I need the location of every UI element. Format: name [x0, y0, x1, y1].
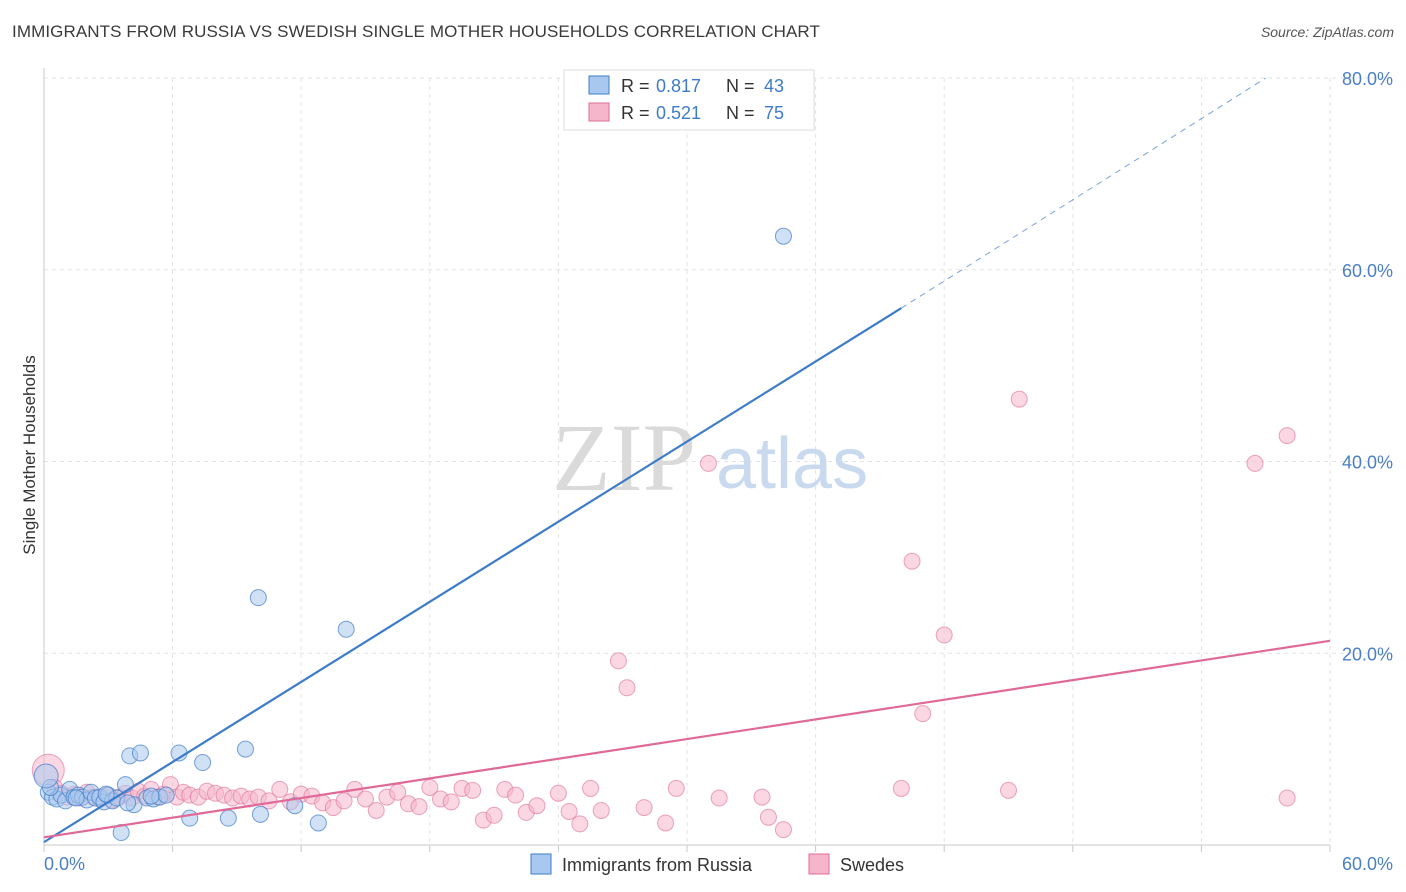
russia-trend-extension [901, 77, 1266, 309]
russia-point [219, 809, 237, 827]
swedes-point [582, 779, 600, 797]
swedes-point [699, 454, 717, 472]
swedes-point [571, 815, 589, 833]
russia-point [119, 794, 137, 812]
swedes-point [774, 821, 792, 839]
legend-r-value-1: 0.817 [656, 76, 701, 96]
swedes-point [892, 779, 910, 797]
chart-title: IMMIGRANTS FROM RUSSIA VS SWEDISH SINGLE… [12, 22, 820, 41]
source-label: Source: ZipAtlas.com [1260, 24, 1394, 40]
swedes-point [753, 788, 771, 806]
russia-point [131, 744, 149, 762]
swedes-point [1000, 781, 1017, 799]
watermark-atlas: atlas [716, 424, 868, 504]
watermark: ZIP atlas [552, 404, 868, 511]
legend-r-value-2: 0.521 [656, 103, 701, 123]
swedes-point [609, 652, 627, 670]
legend-n-label-2: N = [726, 103, 755, 123]
series-label-russia: Immigrants from Russia [562, 855, 753, 875]
russia-point [309, 814, 327, 832]
russia-point [181, 809, 199, 827]
swedes-point [935, 626, 953, 644]
russia-point [142, 787, 160, 805]
russia-point [236, 740, 254, 758]
x-tick-label: 60.0% [1342, 854, 1393, 874]
swedes-point [592, 801, 610, 819]
swedes-point [759, 808, 777, 826]
swedes-point [410, 798, 428, 816]
stats-legend: R = 0.817 N = 43 R = 0.521 N = 75 [563, 69, 815, 131]
swedes-point [485, 806, 503, 824]
russia-point [251, 805, 269, 823]
series-label-swedes: Swedes [840, 855, 904, 875]
swedes-trend-line [43, 639, 1331, 839]
swedes-point [710, 789, 728, 807]
russia-point [774, 227, 792, 245]
legend-n-label-1: N = [726, 76, 755, 96]
series-legend: Immigrants from Russia Swedes [530, 853, 904, 875]
swedes-point [657, 814, 675, 832]
swedes-point [528, 797, 546, 815]
y-tick-label: 80.0% [1342, 69, 1393, 89]
swedes-point [507, 786, 525, 804]
russia-point [194, 754, 212, 772]
russia-point [286, 797, 304, 815]
swedes-point [367, 801, 385, 819]
russia-point [157, 786, 175, 804]
legend-r-label-1: R = [621, 76, 650, 96]
y-tick-label: 60.0% [1342, 261, 1393, 281]
swedes-point [1246, 454, 1264, 472]
legend-swatch-blue [588, 75, 610, 95]
legend-n-value-2: 75 [764, 103, 784, 123]
russia-trend-line [43, 307, 902, 844]
swedes-point [549, 784, 567, 802]
y-tick-label: 20.0% [1342, 644, 1393, 664]
x-tick-label: 0.0% [44, 854, 85, 874]
trend-lines [43, 77, 1331, 844]
swedes-point [1278, 427, 1296, 445]
russia-point [337, 620, 355, 638]
swedes-point [271, 780, 289, 798]
series-swatch-russia [530, 853, 552, 875]
swedes-point [903, 552, 921, 570]
watermark-zip: ZIP [552, 404, 696, 511]
swedes-point [1278, 789, 1296, 807]
swedes-point [464, 781, 482, 799]
legend-swatch-pink [588, 102, 610, 122]
russia-point [249, 589, 267, 607]
y-tick-label: 40.0% [1342, 453, 1393, 473]
swedes-point [442, 793, 460, 811]
swedes-point [560, 802, 578, 820]
series-swatch-swedes [808, 853, 830, 875]
swedes-point [635, 799, 653, 817]
russia-point [33, 763, 59, 789]
swedes-point [667, 779, 685, 797]
swedes-point [618, 679, 636, 697]
swedes-point [357, 790, 374, 808]
swedes-point [1010, 390, 1028, 408]
legend-r-label-2: R = [621, 103, 650, 123]
swedes-point [914, 705, 932, 723]
axes [43, 68, 1331, 852]
legend-n-value-1: 43 [764, 76, 784, 96]
swedes-point [335, 792, 353, 810]
russia-points [33, 227, 792, 842]
tick-labels: 20.0% 40.0% 60.0% 80.0% 0.0% 60.0% [44, 69, 1393, 874]
russia-point [67, 789, 85, 807]
